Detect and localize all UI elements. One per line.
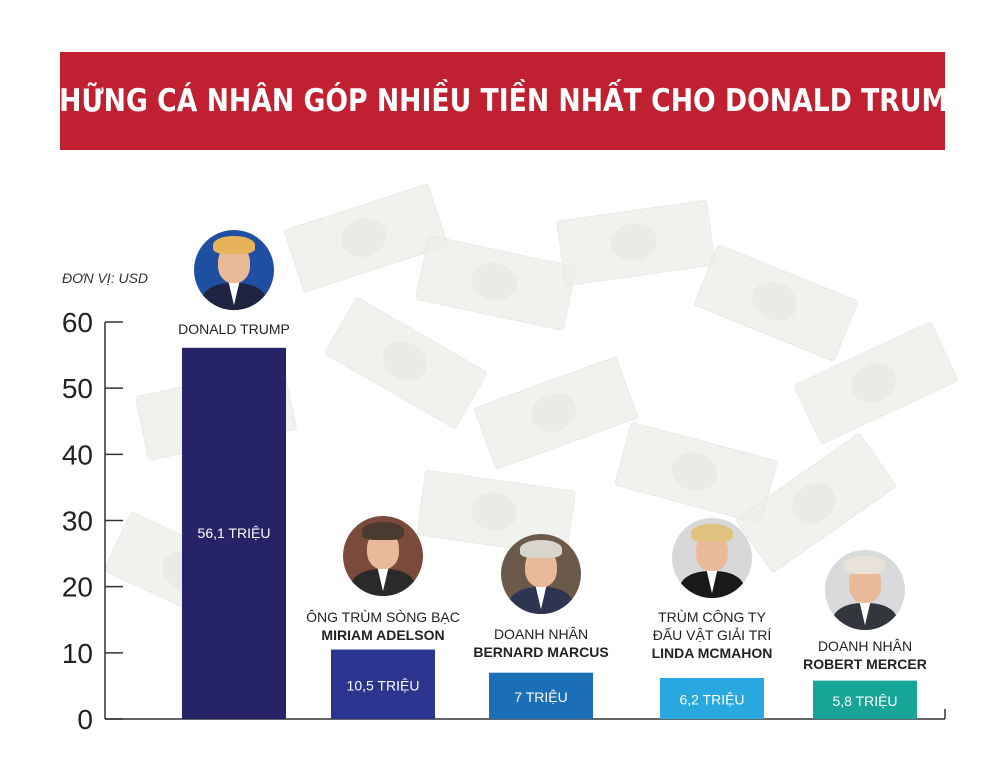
person-label: ÔNG TRÙM SÒNG BẠC MIRIAM ADELSON <box>283 608 483 644</box>
bar <box>813 680 917 719</box>
bar <box>182 347 286 719</box>
bar-value-label: 6,2 TRIỆU <box>679 691 744 707</box>
person-role: DOANH NHÂN <box>493 626 589 642</box>
title-banner: NHỮNG CÁ NHÂN GÓP NHIỀU TIỀN NHẤT CHO DO… <box>37 52 968 150</box>
y-tick-label: 0 <box>77 704 93 735</box>
y-tick-label: 40 <box>62 439 93 470</box>
chart-title: NHỮNG CÁ NHÂN GÓP NHIỀU TIỀN NHẤT CHO DO… <box>37 83 968 119</box>
person-name: DONALD TRUMP <box>178 321 290 337</box>
unit-label: ĐƠN VỊ: USD <box>62 270 149 286</box>
person-role-line2: ĐẤU VẬT GIẢI TRÍ <box>652 627 772 643</box>
y-tick-label: 60 <box>62 307 93 338</box>
person-label: DONALD TRUMP <box>134 320 334 338</box>
person-role: DOANH NHÂN <box>817 638 913 654</box>
bar-value-label: 5,8 TRIỆU <box>832 693 897 709</box>
person-name: MIRIAM ADELSON <box>321 627 445 643</box>
bar-value-label: 7 TRIỆU <box>514 689 567 705</box>
bernard-marcus-portrait <box>501 534 581 614</box>
person-name: BERNARD MARCUS <box>473 644 609 660</box>
bar-value-label: 56,1 TRIỆU <box>198 525 271 541</box>
person-name: LINDA MCMAHON <box>651 645 773 661</box>
miriam-adelson-portrait <box>343 516 423 596</box>
y-tick-label: 10 <box>62 638 93 669</box>
bar <box>331 649 435 719</box>
y-tick-label: 20 <box>62 572 93 603</box>
person-label: DOANH NHÂN ROBERT MERCER <box>765 637 965 673</box>
robert-mercer-portrait <box>825 550 905 630</box>
person-label: DOANH NHÂN BERNARD MARCUS <box>441 625 641 661</box>
chart-axes: 60 50 40 30 20 10 0 <box>62 307 946 735</box>
y-tick-label: 50 <box>62 373 93 404</box>
bar-series: 56,1 TRIỆU 10,5 TRIỆU 7 TRIỆU 6,2 TRIỆU 5,8 … <box>182 347 917 719</box>
linda-mcmahon-portrait <box>672 518 752 598</box>
bar <box>489 672 593 719</box>
person-name: ROBERT MERCER <box>803 656 927 672</box>
person-role: ÔNG TRÙM SÒNG BẠC <box>306 609 460 625</box>
donald-trump-portrait <box>194 230 274 310</box>
bar <box>660 677 764 719</box>
person-role: TRÙM CÔNG TY <box>658 609 766 625</box>
y-tick-label: 30 <box>62 506 93 537</box>
bar-value-label: 10,5 TRIỆU <box>347 677 420 693</box>
person-label: TRÙM CÔNG TY ĐẤU VẬT GIẢI TRÍ LINDA MCMAHO… <box>612 608 812 662</box>
